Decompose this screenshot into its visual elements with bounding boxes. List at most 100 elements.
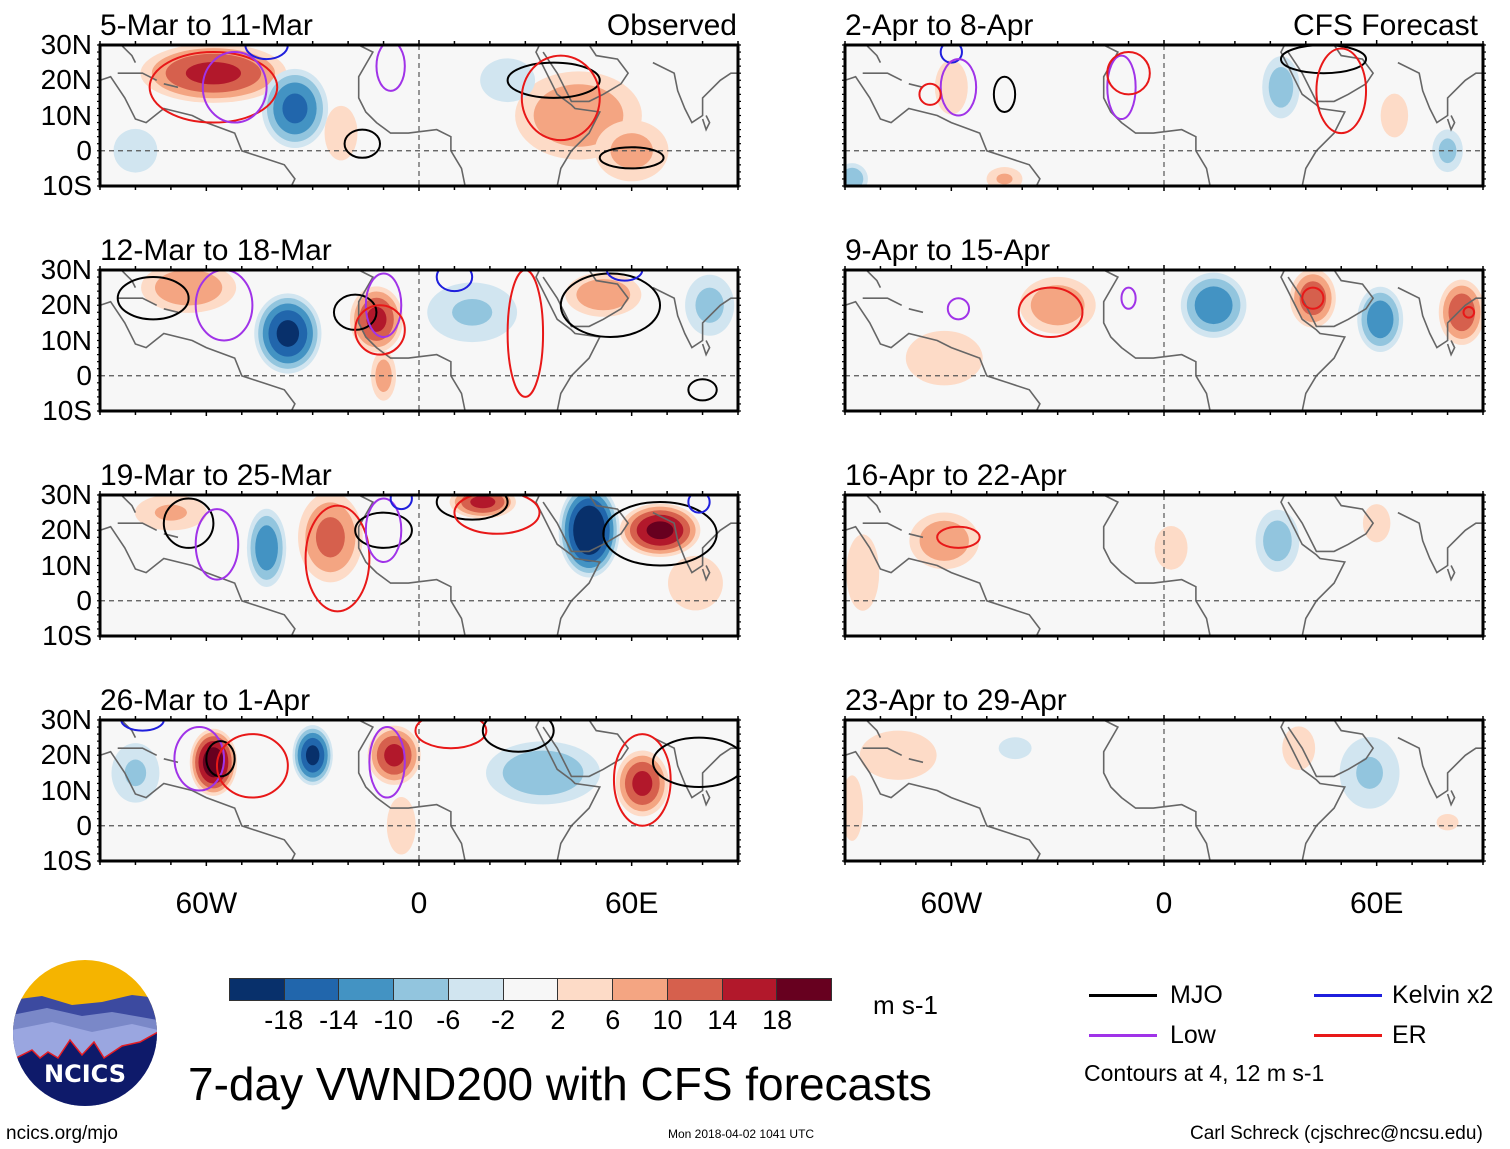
low-contour [194, 508, 240, 581]
coastline [100, 300, 296, 411]
coastline [117, 297, 158, 307]
anomaly-shade [452, 298, 493, 326]
coastline [1446, 115, 1456, 132]
er-contour [506, 270, 545, 398]
coastline [701, 565, 711, 582]
mjo-contour [435, 495, 509, 521]
coastline [542, 495, 630, 553]
colorbar-swatch [448, 979, 504, 1000]
anomaly-shade [1263, 520, 1292, 562]
colorbar-swatch [777, 979, 832, 1000]
coastline [1397, 286, 1483, 349]
coastline [701, 340, 711, 357]
anomaly-shade [859, 730, 937, 780]
y-tick-label: 10S [42, 845, 92, 876]
panel-title: 5-Mar to 11-Mar [100, 9, 313, 42]
coastline [1446, 565, 1456, 582]
anomaly-shade [845, 167, 864, 186]
low-contour [946, 297, 971, 321]
low-contour [1120, 286, 1137, 310]
x-tick-label: 0 [1155, 887, 1173, 920]
logo-ridge [13, 1032, 157, 1106]
anomaly-shade [113, 128, 158, 173]
coastline [1102, 495, 1211, 636]
er-contour [612, 733, 672, 827]
coastline [652, 736, 738, 799]
panel-title: 16-Apr to 22-Apr [845, 459, 1067, 492]
y-tick-label: 30N [40, 29, 92, 60]
logo-text: NCICS [44, 1060, 126, 1088]
coastline [117, 747, 158, 757]
map-panel [842, 265, 1486, 416]
legend-label-er: ER [1392, 1021, 1427, 1049]
anomaly-shade [646, 521, 674, 540]
colorbar-swatch [284, 979, 340, 1000]
colorbar-swatch [339, 979, 395, 1000]
coastline [908, 308, 924, 314]
panel-title: 19-Mar to 25-Mar [100, 459, 332, 492]
map-panel [97, 40, 741, 191]
mjo-contour [481, 720, 555, 753]
coastline [845, 495, 882, 513]
panel-title: 9-Apr to 15-Apr [845, 234, 1051, 267]
anomaly-shade [502, 750, 584, 796]
er-contour [354, 304, 406, 356]
coastline [862, 72, 903, 82]
legend-line-mjo [1089, 994, 1157, 997]
low-contour [375, 45, 406, 92]
colorbar-tick-label: -10 [373, 1005, 413, 1035]
coastline [100, 750, 296, 861]
observed-header: Observed [606, 9, 737, 42]
colorbar-swatch [613, 979, 668, 1000]
panel-title: 12-Mar to 18-Mar [100, 234, 332, 267]
colorbar-swatch [230, 979, 285, 1000]
coastline [908, 758, 924, 764]
anomaly-shade [1356, 756, 1383, 789]
coastline [535, 495, 602, 636]
er-contour [936, 525, 981, 549]
mjo-contour [116, 276, 190, 321]
low-contour [1106, 54, 1137, 121]
kelvin-contour [389, 495, 413, 511]
map-panel [97, 265, 741, 416]
coastline [542, 45, 630, 103]
coastline [163, 308, 179, 314]
anomaly-shade [154, 504, 187, 521]
coastline [1397, 61, 1483, 124]
footer-website-link[interactable]: ncics.org/mjo [6, 1123, 118, 1144]
map-panel [97, 490, 741, 641]
coastline [701, 115, 711, 132]
coastline [845, 525, 1041, 636]
y-tick-label: 0 [76, 809, 92, 841]
ncics-logo: NCICS [13, 960, 157, 1106]
anomaly-shade [255, 525, 278, 571]
panel-title: 26-Mar to 1-Apr [100, 684, 311, 717]
anomaly-shade [315, 517, 345, 558]
coastline [357, 45, 466, 186]
anomaly-shade [576, 279, 631, 311]
colorbar-swatch [722, 979, 778, 1000]
y-tick-label: 10S [42, 395, 92, 426]
coastline [1287, 495, 1375, 553]
anomaly-shade [276, 320, 300, 347]
map-panel [842, 490, 1486, 641]
anomaly-shade [1299, 281, 1327, 316]
kelvin-contour [120, 720, 165, 732]
map-panel [97, 715, 741, 866]
kelvin-contour [939, 45, 963, 64]
coastline [862, 522, 903, 532]
anomaly-shade [366, 306, 387, 332]
anomaly-shade [998, 737, 1032, 760]
coastline [1280, 720, 1347, 861]
anomaly-shade [282, 93, 308, 124]
kelvin-contour [605, 270, 644, 282]
anomaly-shade [846, 534, 880, 611]
anomaly-shade [1380, 93, 1409, 138]
colorbar-tick-label: -18 [264, 1005, 304, 1035]
low-contour [194, 270, 254, 342]
anomaly-shade [845, 775, 864, 841]
anomaly-shade [533, 84, 624, 147]
er-contour [1106, 51, 1151, 96]
coastline [845, 75, 1041, 186]
anomaly-shade [1194, 286, 1233, 325]
